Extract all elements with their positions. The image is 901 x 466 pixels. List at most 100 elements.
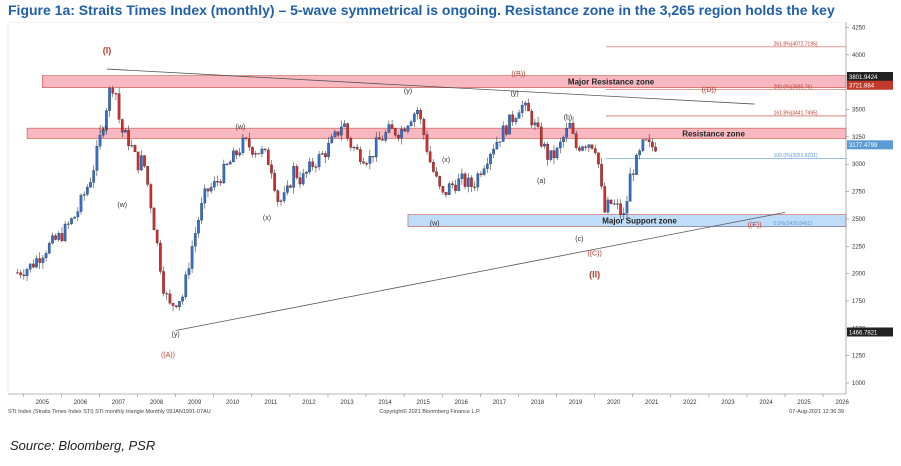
price-tag-3 [847,327,893,337]
candle-body-58 [200,203,203,221]
candle-body-82 [276,190,280,202]
zone-label-0: Major Resistance zone [568,78,655,87]
candle-body-55 [190,246,194,269]
wave-label-5: (w) [235,124,245,131]
fib-label-4: 0.0%(2430.8461) [774,221,813,227]
x-tick-label-18: 2023 [721,400,735,406]
wave-label-6: (x) [263,215,271,222]
candle-body-146 [479,173,483,175]
candle-body-136 [447,183,451,196]
chart-area: 261.8%(4072.7195) 200.0%(3680.76) 161.8%(3… [0,21,901,422]
candle-body-113 [374,137,378,158]
candle-body-44 [155,229,159,244]
candle-body-174 [568,122,572,129]
candle-body-177 [578,147,581,151]
candle-body-110 [365,163,369,165]
y-tick-label-0: 1000 [852,381,866,387]
candle-body-139 [457,178,461,191]
candle-body-27 [101,129,105,136]
wave-label-7: (y) [404,88,412,95]
candle-body-107 [355,147,359,150]
candle-body-195 [635,154,638,175]
footer-date-text: 07-Aug-2021 12:36:39 [789,409,844,415]
trendline-1 [175,211,786,331]
candle-body-81 [273,173,276,191]
x-tick-label-5: 2010 [226,400,240,406]
y-tick-label-1: 1250 [852,354,866,360]
candle-body-74 [251,147,254,155]
candle-body-62 [213,181,216,188]
candle-body-144 [473,186,476,188]
x-tick-label-13: 2018 [531,400,545,406]
candle-body-85 [286,185,289,193]
y-tick-label-7: 2750 [852,190,866,196]
candle-body-24 [92,170,96,183]
candle-body-29 [108,88,111,111]
x-tick-label-9: 2014 [378,400,392,406]
candle-body-57 [197,220,200,234]
candle-body-22 [86,186,89,195]
candle-body-88 [295,166,299,178]
candle-body-198 [644,139,648,141]
candle-body-132 [435,171,438,177]
candle-body-148 [485,163,489,169]
wave-label-1: (x) [99,125,107,132]
candle-body-169 [552,150,556,159]
price-tag-label-2: 3177.4799 [849,143,878,149]
candle-body-23 [89,182,92,188]
candle-body-95 [317,154,321,168]
candle-body-50 [174,305,178,308]
candle-body-64 [219,181,222,184]
x-tick-label-3: 2008 [150,400,164,406]
candle-body-190 [619,203,622,215]
candle-body-158 [517,112,521,119]
candle-body-191 [622,213,626,215]
candle-body-87 [292,166,296,188]
candle-body-125 [412,113,416,122]
wave-label-0: (I) [103,46,112,56]
candle-body-161 [527,102,530,112]
candle-body-70 [238,152,242,156]
trendline-0 [107,68,755,105]
x-tick-label-6: 2011 [264,400,278,406]
fib-label-1: 200.0%(3680.76) [774,84,813,90]
candle-body-89 [298,177,302,185]
price-tag-label-0: 3801.9424 [849,75,878,81]
candle-body-133 [438,176,442,187]
candle-body-167 [546,143,549,160]
candle-body-0 [16,272,19,274]
candle-body-20 [79,195,83,212]
candle-body-68 [232,150,235,163]
price-tag-label-3: 1466.7821 [849,330,878,336]
candle-body-4 [28,263,32,270]
candle-body-39 [139,155,143,171]
candle-body-52 [181,296,184,302]
candle-body-10 [47,242,51,254]
candle-body-130 [428,151,432,163]
wave-label-14: (c) [575,236,583,243]
candle-body-175 [571,122,575,134]
candle-body-53 [184,274,188,298]
candle-body-156 [511,114,515,123]
candle-body-84 [282,192,286,201]
x-tick-label-15: 2020 [607,400,621,406]
candle-body-72 [244,137,248,139]
candle-body-16 [66,223,70,225]
candle-body-153 [501,125,505,142]
candle-body-49 [171,303,175,306]
wave-label-13: (a) [537,178,546,185]
x-tick-label-17: 2022 [683,400,697,406]
candle-body-21 [82,194,86,196]
candle-body-73 [247,138,251,148]
candle-body-197 [641,139,645,151]
y-tick-label-8: 3000 [852,162,866,168]
candle-body-31 [114,93,118,95]
candle-body-122 [403,128,407,132]
candle-body-120 [397,135,400,139]
candle-body-172 [562,137,565,143]
candle-body-56 [193,233,197,247]
candle-body-6 [35,258,38,268]
candle-body-123 [406,125,410,132]
candle-body-109 [362,161,365,164]
x-tick-label-20: 2025 [797,400,811,406]
